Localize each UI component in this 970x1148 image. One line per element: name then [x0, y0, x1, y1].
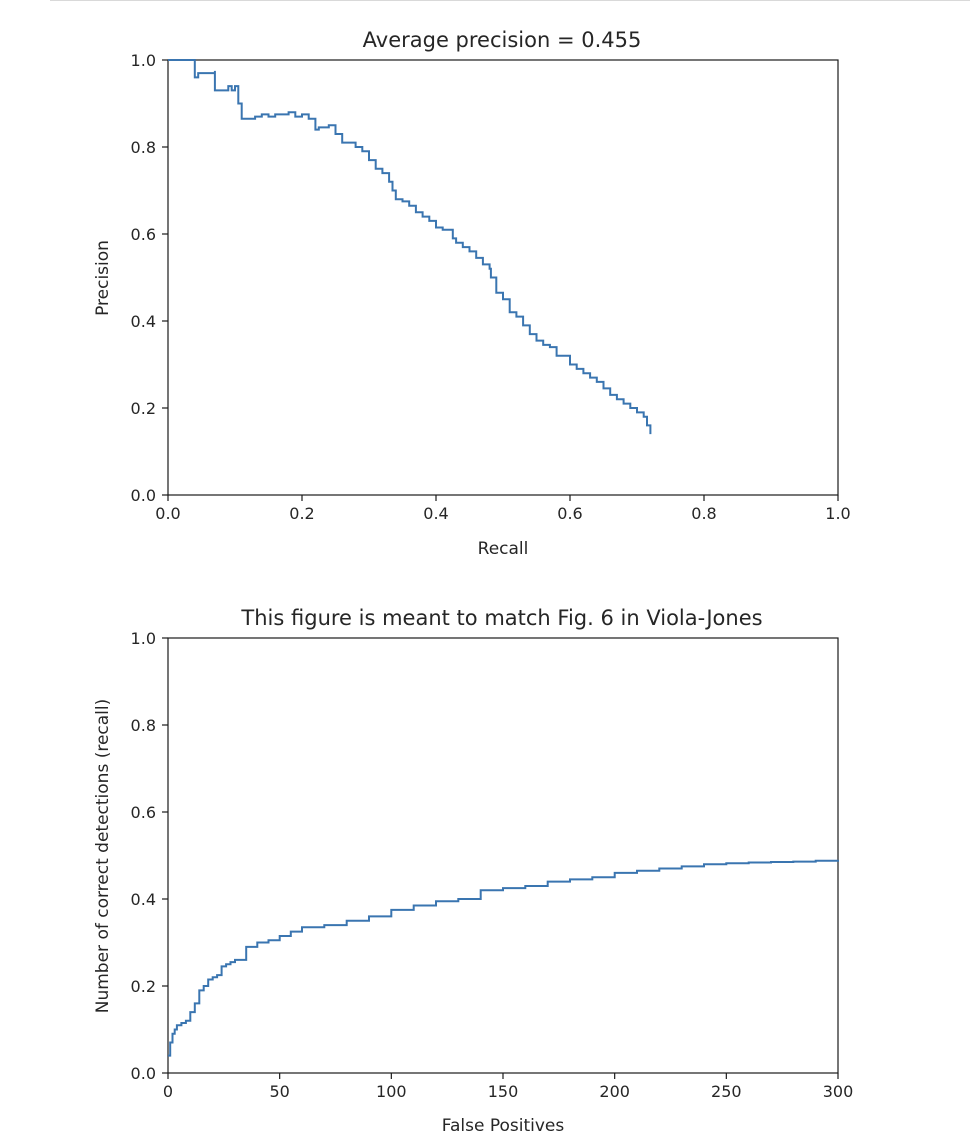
chart-2-x-tick-label: 50: [269, 1082, 289, 1101]
chart-2-y-label: Number of correct detections (recall): [93, 699, 113, 1014]
chart-2-x-tick-label: 150: [488, 1082, 519, 1101]
chart-1-y-tick-label: 1.0: [131, 51, 156, 70]
chart-2-y-tick-label: 1.0: [131, 629, 156, 648]
chart-2-plot-frame: [167, 637, 839, 1074]
chart-1-x-tick-label: 1.0: [825, 504, 850, 523]
chart-1-y-tick-label: 0.0: [131, 486, 156, 505]
chart-2-y-tick-label: 0.6: [131, 803, 156, 822]
chart-2-y-tick-label: 0.8: [131, 716, 156, 735]
chart-1-y-tick-label: 0.8: [131, 138, 156, 157]
chart-2-x-tick-label: 0: [163, 1082, 173, 1101]
chart-1-x-tick-label: 0.8: [691, 504, 716, 523]
chart-2-y-axis: 0.0 0.2 0.4 0.6 0.8 1.0: [131, 629, 168, 1083]
chart-1-x-tick-label: 0.4: [423, 504, 448, 523]
chart-1-title: Average precision = 0.455: [363, 28, 642, 52]
chart-1-y-tick-label: 0.2: [131, 399, 156, 418]
chart-1-plot-frame: [167, 59, 839, 496]
chart-2-series-line: [168, 859, 839, 1057]
chart-2-x-tick-label: 250: [711, 1082, 742, 1101]
chart-2-x-tick-label: 300: [823, 1082, 854, 1101]
chart-1-x-tick-label: 0.0: [155, 504, 180, 523]
chart-2-x-tick-label: 200: [599, 1082, 630, 1101]
chart-1-x-label: Recall: [478, 539, 529, 559]
false-positives-chart: This figure is meant to match Fig. 6 in …: [93, 606, 853, 1136]
precision-recall-chart: Average precision = 0.455 0.0 0.2 0.4 0.6 0.…: [93, 28, 851, 559]
chart-1-y-axis: 0.0 0.2 0.4 0.6 0.8 1.0: [131, 51, 168, 505]
chart-1-y-tick-label: 0.4: [131, 312, 156, 331]
chart-2-x-tick-label: 100: [376, 1082, 407, 1101]
chart-1-x-axis: 0.0 0.2 0.4 0.6 0.8 1.0: [155, 495, 851, 523]
chart-1-x-tick-label: 0.2: [289, 504, 314, 523]
chart-1-y-label: Precision: [93, 240, 113, 316]
chart-2-x-label: False Positives: [442, 1116, 565, 1136]
chart-2-x-axis: 0 50 100 150 200 250 300: [163, 1073, 853, 1101]
chart-1-y-tick-label: 0.6: [131, 225, 156, 244]
chart-2-y-tick-label: 0.2: [131, 977, 156, 996]
chart-1-series-line: [168, 59, 652, 435]
chart-2-y-tick-label: 0.4: [131, 890, 156, 909]
chart-2-title: This figure is meant to match Fig. 6 in …: [240, 606, 762, 630]
top-divider: [50, 0, 970, 1]
chart-2-y-tick-label: 0.0: [131, 1064, 156, 1083]
chart-1-x-tick-label: 0.6: [557, 504, 582, 523]
